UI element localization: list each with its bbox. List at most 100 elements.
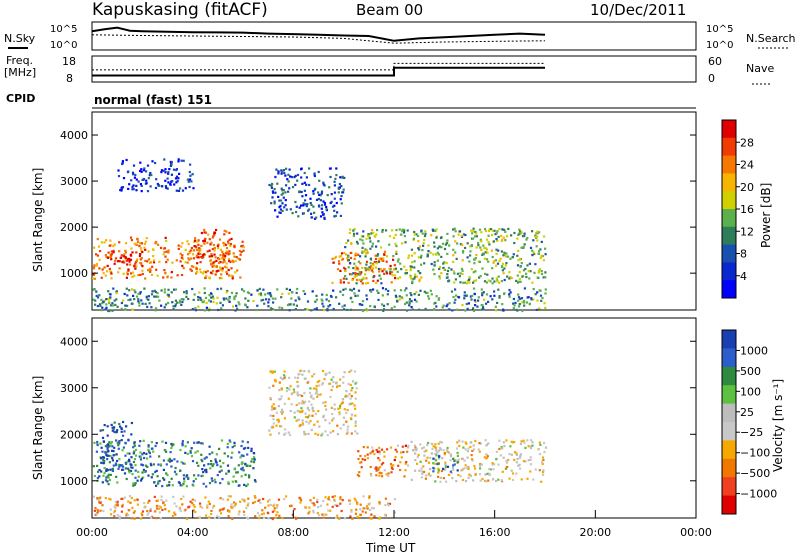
data-point xyxy=(188,185,191,189)
data-point xyxy=(351,278,354,282)
data-point xyxy=(541,456,545,459)
data-point xyxy=(410,277,413,280)
data-point xyxy=(442,266,445,270)
data-point xyxy=(174,305,177,308)
data-point xyxy=(184,445,187,448)
data-point xyxy=(95,450,98,453)
data-point xyxy=(298,424,301,428)
data-point xyxy=(366,457,369,460)
data-point xyxy=(130,272,133,275)
data-point xyxy=(405,272,408,275)
data-point xyxy=(486,273,489,276)
data-point xyxy=(113,259,117,262)
data-point xyxy=(203,228,206,231)
data-point xyxy=(540,240,543,243)
data-point xyxy=(348,403,351,406)
data-point xyxy=(498,281,501,284)
data-point xyxy=(355,282,358,285)
data-point xyxy=(281,189,284,192)
data-point xyxy=(357,260,360,263)
data-point xyxy=(417,240,420,243)
data-point xyxy=(491,255,494,259)
data-point xyxy=(544,276,547,279)
data-point xyxy=(160,289,163,292)
data-point xyxy=(207,233,210,236)
data-point xyxy=(413,293,416,296)
data-point xyxy=(222,254,225,257)
data-point xyxy=(498,439,501,442)
data-point xyxy=(298,372,301,375)
data-point xyxy=(196,256,199,259)
data-point xyxy=(131,466,134,469)
data-point xyxy=(283,370,286,373)
data-point xyxy=(295,419,298,422)
data-point xyxy=(285,287,288,290)
data-point xyxy=(337,504,340,507)
data-point xyxy=(167,510,171,513)
data-point xyxy=(362,495,365,498)
data-point xyxy=(438,455,441,458)
data-point xyxy=(544,247,547,250)
data-point xyxy=(375,233,378,236)
data-point xyxy=(304,203,307,206)
data-point xyxy=(195,272,198,275)
data-point xyxy=(435,236,438,239)
nsky-label: N.Sky xyxy=(4,32,36,45)
data-point xyxy=(336,268,340,271)
data-point xyxy=(141,302,144,305)
data-point xyxy=(316,512,319,515)
data-point xyxy=(141,471,144,474)
data-point xyxy=(219,266,222,269)
data-point xyxy=(307,369,310,372)
data-point xyxy=(513,440,516,444)
data-point xyxy=(351,300,354,303)
data-point xyxy=(270,202,273,205)
data-point xyxy=(212,261,215,264)
data-point xyxy=(371,245,374,248)
data-point xyxy=(492,478,495,481)
data-point xyxy=(498,447,501,451)
data-point xyxy=(102,462,105,465)
data-point xyxy=(341,175,344,178)
data-point xyxy=(231,451,234,454)
data-point xyxy=(139,456,142,459)
data-point xyxy=(445,449,448,452)
data-point xyxy=(258,514,261,517)
data-point xyxy=(113,426,116,429)
data-point xyxy=(452,235,455,238)
data-point xyxy=(332,376,335,379)
data-point xyxy=(470,441,473,444)
data-point xyxy=(189,500,192,503)
data-point xyxy=(440,272,443,275)
data-point xyxy=(445,242,448,245)
data-point xyxy=(440,255,443,258)
data-point xyxy=(186,178,189,181)
data-point xyxy=(204,276,207,280)
colorbar-segment xyxy=(722,226,736,246)
data-point xyxy=(125,461,128,464)
noise-tick-left-top: 10^5 xyxy=(50,24,77,35)
data-point xyxy=(381,475,384,478)
data-point xyxy=(273,507,276,510)
data-point xyxy=(227,242,230,245)
data-point xyxy=(365,263,368,266)
data-point xyxy=(118,250,121,253)
data-point xyxy=(526,439,529,442)
data-point xyxy=(107,297,110,300)
data-point xyxy=(153,495,156,498)
data-point xyxy=(349,262,352,265)
data-point xyxy=(454,230,457,233)
data-point xyxy=(100,309,103,312)
data-point xyxy=(323,216,326,219)
data-point xyxy=(124,308,127,311)
data-point xyxy=(173,183,176,186)
data-point xyxy=(270,186,273,189)
data-point xyxy=(527,445,530,448)
data-point xyxy=(337,407,340,410)
data-point xyxy=(537,448,540,451)
data-point xyxy=(193,505,196,508)
data-point xyxy=(278,398,281,401)
data-point xyxy=(165,450,168,453)
data-point xyxy=(341,398,344,401)
data-point xyxy=(177,177,180,180)
